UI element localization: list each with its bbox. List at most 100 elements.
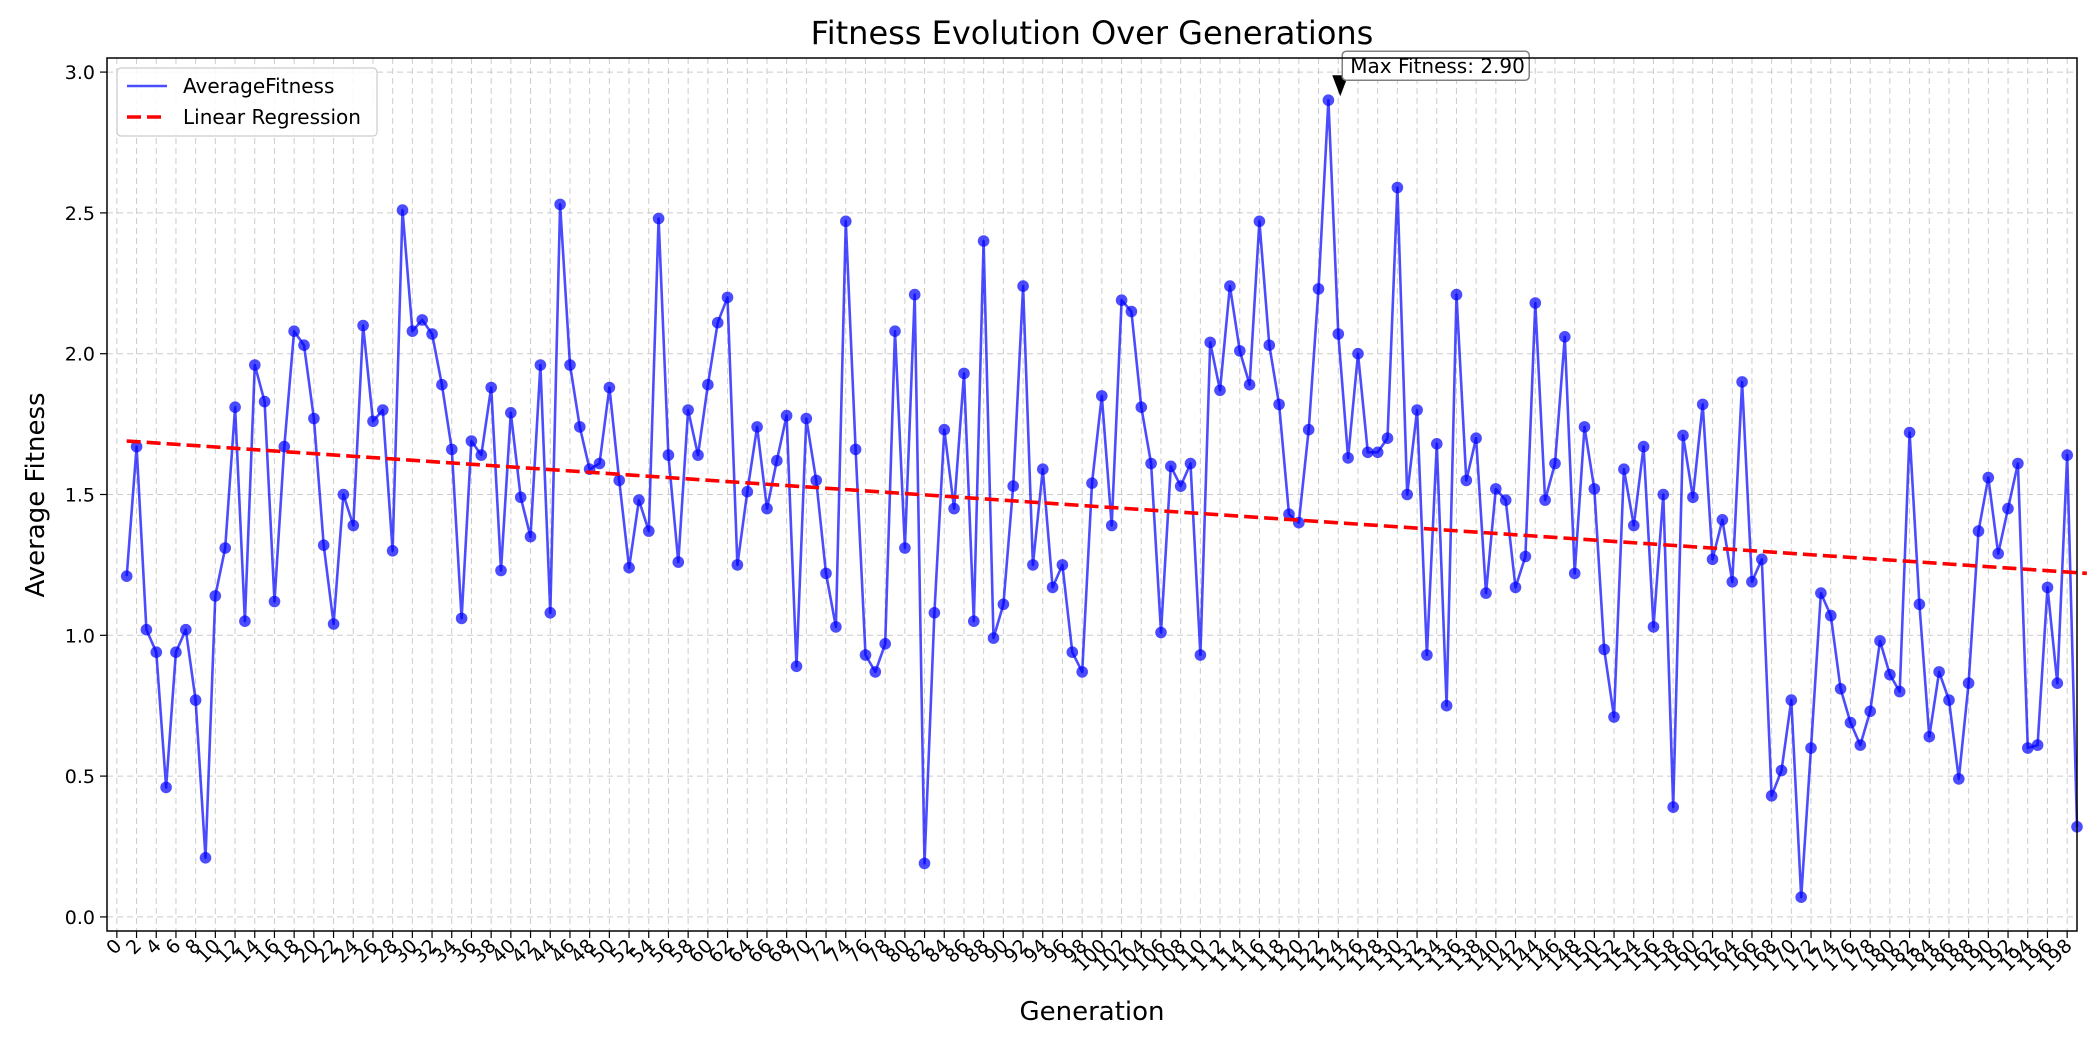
data-point — [1529, 297, 1542, 309]
data-point — [1017, 280, 1029, 292]
data-point — [1105, 519, 1118, 532]
data-point — [2012, 457, 2024, 470]
data-point — [1174, 480, 1187, 492]
data-point — [1411, 404, 1423, 416]
data-point — [761, 502, 773, 515]
data-point — [1273, 398, 1285, 411]
data-point — [317, 539, 330, 551]
y-tick-label: 0.0 — [65, 907, 95, 929]
data-point — [1519, 550, 1532, 563]
data-point — [1893, 685, 1906, 698]
data-point — [308, 412, 320, 425]
data-point — [1056, 559, 1069, 571]
data-point — [711, 316, 724, 329]
data-point — [1381, 432, 1394, 445]
data-point — [416, 314, 429, 326]
data-point — [150, 646, 163, 658]
data-point — [613, 474, 625, 487]
data-point — [1342, 452, 1354, 464]
data-point — [1470, 432, 1482, 445]
data-point — [731, 559, 744, 571]
data-point — [987, 632, 1000, 644]
data-point — [1903, 426, 1916, 439]
data-point — [2002, 502, 2014, 515]
data-point — [406, 325, 419, 338]
data-point — [1677, 429, 1689, 442]
data-point — [485, 381, 498, 394]
y-axis-label: Average Fitness — [21, 392, 51, 597]
data-point — [1982, 471, 1995, 484]
data-point — [918, 857, 931, 870]
data-point — [1224, 280, 1236, 292]
data-point — [544, 607, 557, 619]
data-point — [1509, 581, 1522, 594]
grid-lines — [107, 58, 2077, 931]
data-point — [1027, 559, 1039, 571]
data-point — [298, 339, 310, 352]
data-point — [505, 407, 517, 419]
data-point — [623, 561, 635, 574]
data-point — [357, 319, 369, 332]
data-point — [1322, 94, 1335, 106]
data-point — [1775, 764, 1788, 777]
data-point — [1953, 773, 1965, 785]
data-point — [593, 457, 606, 470]
data-point — [721, 291, 734, 304]
data-point — [1805, 742, 1817, 754]
data-point — [455, 612, 468, 625]
data-point — [327, 618, 340, 630]
data-point — [1716, 514, 1729, 526]
data-point — [130, 440, 143, 453]
data-point — [790, 660, 803, 673]
data-point — [1135, 401, 1148, 414]
data-point — [1972, 525, 1985, 537]
data-point — [1421, 649, 1433, 661]
data-point — [1726, 576, 1739, 588]
data-point — [2061, 449, 2073, 461]
data-point — [1943, 694, 1955, 706]
data-point — [268, 595, 281, 608]
data-point — [386, 545, 399, 557]
data-point — [1066, 646, 1079, 658]
data-point — [2051, 677, 2064, 689]
data-point — [810, 474, 822, 487]
y-tick-label: 1.5 — [65, 485, 95, 507]
data-point — [1460, 474, 1473, 487]
data-point — [1884, 668, 1896, 681]
data-point — [1815, 587, 1827, 599]
data-point — [475, 449, 488, 461]
data-point — [574, 421, 586, 433]
data-point — [948, 502, 960, 515]
data-point — [120, 570, 133, 582]
y-tick-label: 2.5 — [65, 203, 95, 225]
data-point — [337, 488, 350, 501]
data-point — [1795, 891, 1807, 903]
data-point — [1155, 626, 1167, 639]
data-point — [189, 694, 202, 706]
data-point — [741, 485, 754, 498]
data-point — [1746, 576, 1758, 588]
data-point — [1450, 288, 1463, 301]
data-point — [180, 623, 192, 636]
data-point — [1962, 677, 1975, 689]
data-point — [1874, 635, 1886, 647]
data-point — [160, 781, 172, 794]
y-tick-label: 0.5 — [65, 766, 95, 788]
data-point — [1362, 446, 1374, 459]
data-point — [771, 454, 783, 467]
data-point — [1352, 347, 1364, 360]
data-point — [426, 328, 438, 340]
data-point — [1234, 345, 1246, 357]
data-point — [662, 449, 675, 461]
data-point — [652, 212, 665, 225]
data-point — [495, 564, 507, 577]
data-point — [820, 567, 832, 580]
data-point — [1696, 398, 1709, 411]
data-point — [1165, 460, 1177, 473]
data-point — [840, 215, 852, 228]
data-point — [928, 607, 941, 619]
data-point — [1332, 328, 1345, 340]
data-point — [209, 590, 222, 602]
data-point — [751, 421, 763, 433]
data-point — [1628, 519, 1640, 532]
